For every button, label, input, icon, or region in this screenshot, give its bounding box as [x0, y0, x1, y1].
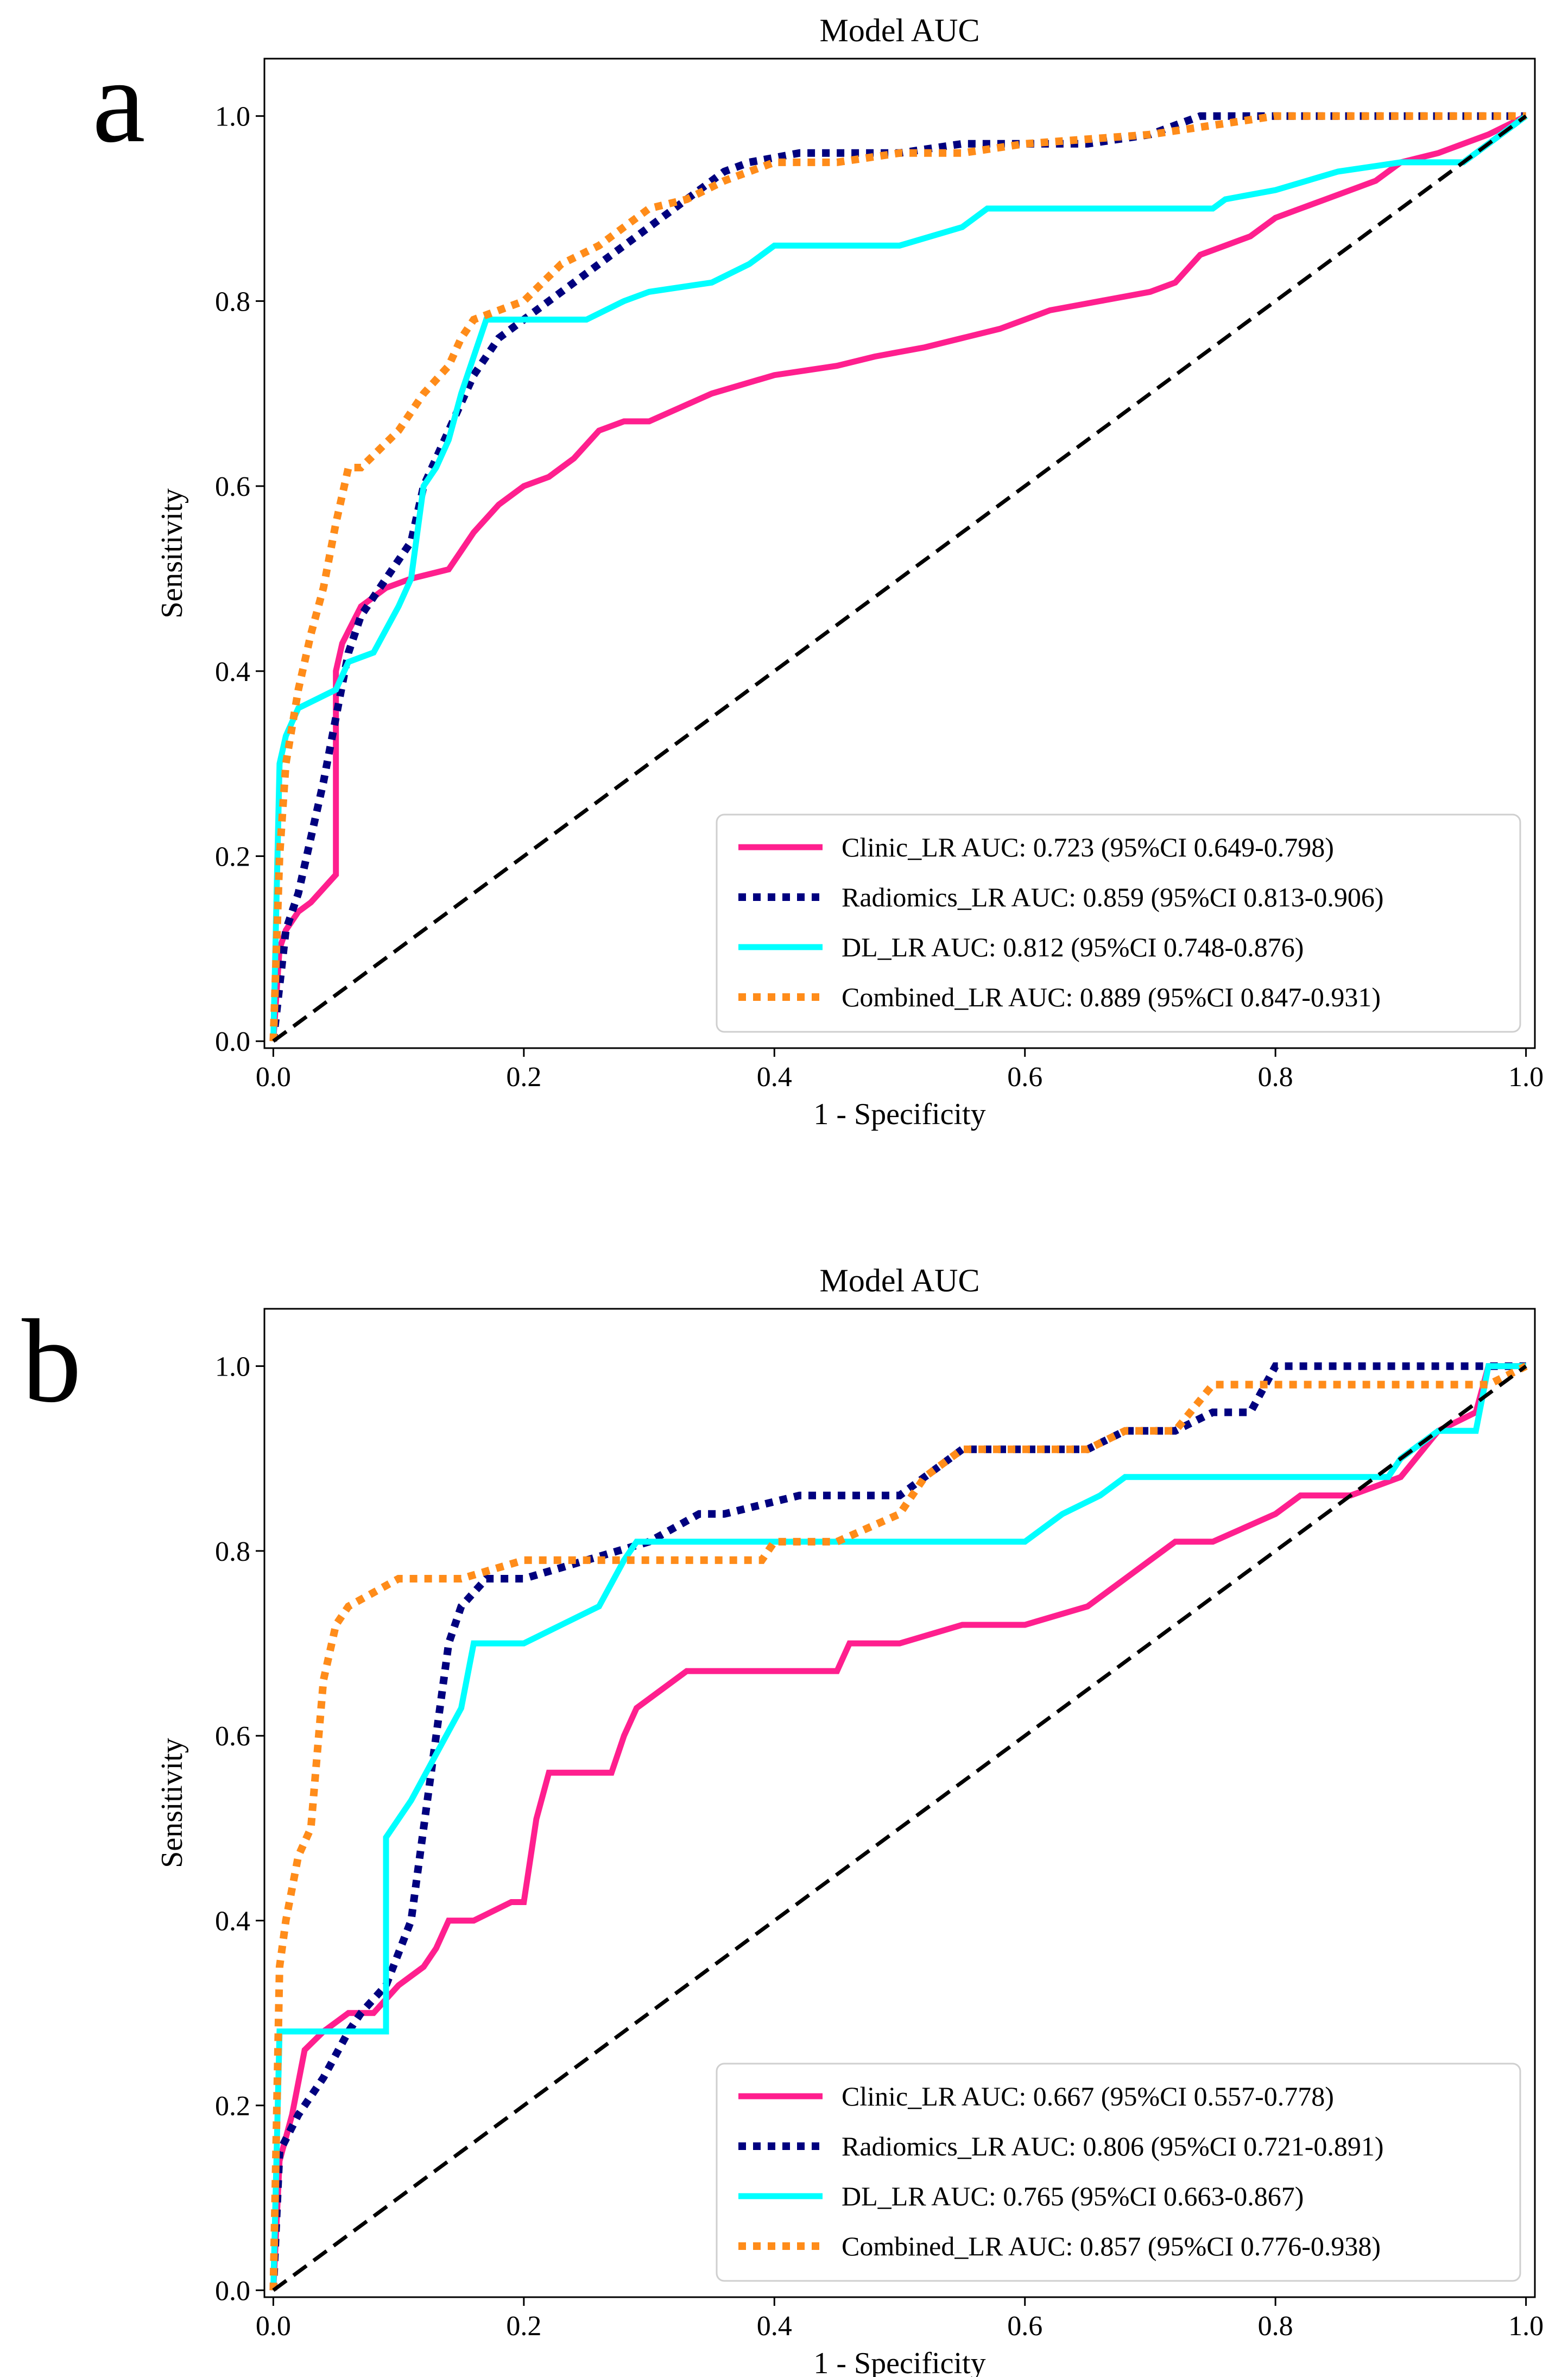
chart-panel-a: a Model AUC 0.0 0.2 0.4 0.6 0.8 1.0 0.0 0.2 0.4 0.6…: [92, 12, 1544, 1131]
series-line-3: [269, 1363, 1528, 2291]
y-tick-label: 1.0: [215, 1352, 250, 1383]
y-tick-label: 1.0: [215, 102, 250, 133]
series-line-2: [270, 1363, 1526, 2291]
legend-entry: DL_LR AUC: 0.765 (95%CI 0.663-0.867): [842, 2181, 1304, 2211]
y-tick-label: 0.6: [215, 471, 250, 502]
series-group: [269, 112, 1528, 1043]
y-axis-label: Sensitivity: [155, 488, 189, 619]
legend: Clinic_LR AUC: 0.667 (95%CI 0.557-0.778)…: [716, 2063, 1521, 2282]
panel-label: b: [22, 1295, 81, 1427]
chart-title: Model AUC: [819, 1263, 979, 1298]
series-line-2: [270, 114, 1528, 1042]
x-tick-label: 0.4: [757, 2311, 792, 2342]
series-line-3: [269, 112, 1526, 1042]
legend-entry: Combined_LR AUC: 0.857 (95%CI 0.776-0.93…: [842, 2231, 1381, 2261]
panel-label: a: [92, 35, 146, 167]
series-group: [269, 1362, 1528, 2292]
x-tick-label: 0.6: [1007, 1062, 1042, 1093]
x-tick-label: 1.0: [1508, 1062, 1544, 1093]
x-tick-label: 0.6: [1007, 2311, 1042, 2342]
x-tick-label: 0.4: [757, 1062, 792, 1093]
legend-entry: Radiomics_LR AUC: 0.859 (95%CI 0.813-0.9…: [842, 882, 1384, 912]
y-tick-label: 0.2: [215, 2091, 250, 2122]
chart-panel-b: b Model AUC 0.0 0.2 0.4 0.6 0.8 1.0 0.0 0.2 0.4 0.6…: [22, 1263, 1544, 2377]
x-tick-label: 0.2: [506, 1062, 541, 1093]
y-tick-label: 0.2: [215, 842, 250, 873]
y-axis-label: Sensitivity: [155, 1738, 189, 1868]
series-line-4: [272, 114, 1527, 1043]
x-tick-label: 0.0: [256, 1062, 291, 1093]
x-tick-label: 0.8: [1258, 2311, 1293, 2342]
legend-entry: Combined_LR AUC: 0.889 (95%CI 0.847-0.93…: [842, 982, 1381, 1012]
legend-entry: Clinic_LR AUC: 0.723 (95%CI 0.649-0.798): [842, 832, 1334, 862]
legend-box: [716, 814, 1521, 1033]
legend-entry: DL_LR AUC: 0.812 (95%CI 0.748-0.876): [842, 932, 1304, 962]
series-line-0: [270, 113, 1528, 1042]
y-tick-label: 0.8: [215, 286, 250, 317]
x-tick-label: 0.0: [256, 2311, 291, 2342]
y-tick-label: 0.0: [215, 2275, 250, 2306]
x-tick-label: 0.8: [1258, 1062, 1293, 1093]
legend-box: [716, 2063, 1521, 2282]
x-axis-label: 1 - Specificity: [813, 1098, 985, 1131]
y-tick-label: 0.4: [215, 1906, 250, 1937]
axes-frame: [263, 1308, 1536, 2298]
y-tick-label: 0.0: [215, 1026, 250, 1057]
legend-entry: Radiomics_LR AUC: 0.806 (95%CI 0.721-0.8…: [842, 2131, 1384, 2161]
y-tick-label: 0.8: [215, 1536, 250, 1567]
series-line-0: [270, 1363, 1526, 2291]
y-tick-label: 0.6: [215, 1721, 250, 1752]
x-axis-label: 1 - Specificity: [813, 2347, 985, 2377]
legend: Clinic_LR AUC: 0.723 (95%CI 0.649-0.798)…: [716, 814, 1521, 1033]
legend-entry: Clinic_LR AUC: 0.667 (95%CI 0.557-0.778): [842, 2081, 1334, 2111]
x-tick-label: 1.0: [1508, 2311, 1544, 2342]
chart-title: Model AUC: [819, 12, 979, 48]
y-tick-label: 0.4: [215, 657, 250, 688]
x-tick-label: 0.2: [506, 2311, 541, 2342]
axes-frame: [263, 58, 1536, 1049]
series-line-4: [272, 1364, 1527, 2292]
